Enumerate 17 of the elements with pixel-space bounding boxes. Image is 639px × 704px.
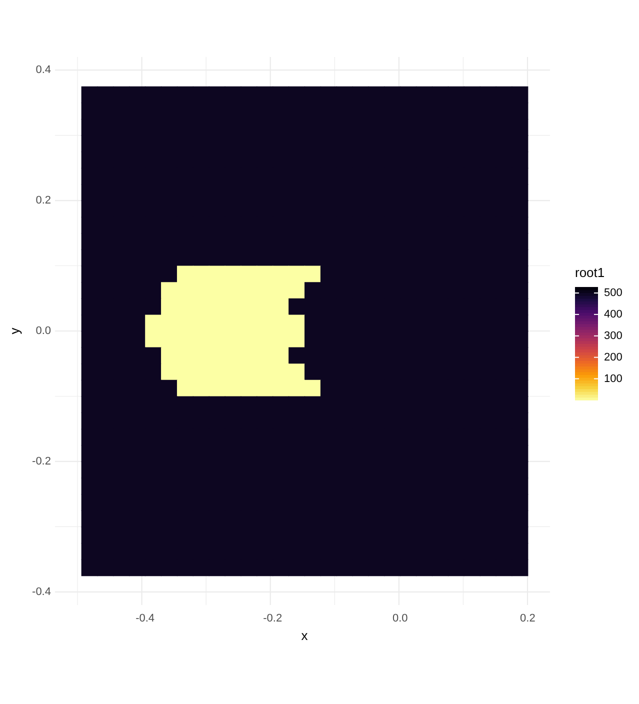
x-axis-title: x [301, 628, 308, 643]
x-tick-label: -0.2 [263, 612, 282, 624]
color-bar-label: 300 [604, 330, 622, 342]
color-bar-label: 200 [604, 351, 622, 364]
y-axis-title: y [7, 327, 22, 334]
y-tick-label: -0.2 [32, 455, 51, 468]
x-tick-label: 0.0 [392, 612, 408, 624]
y-tick-label: 0.4 [36, 64, 51, 76]
color-bar-title: root1 [575, 265, 605, 280]
y-tick-label: -0.4 [32, 586, 51, 598]
color-bar-label: 100 [604, 372, 622, 385]
color-bar-label: 500 [604, 287, 622, 300]
color-bar-label: 400 [604, 308, 622, 320]
x-tick-label: -0.4 [136, 612, 155, 624]
y-tick-label: 0.0 [36, 325, 51, 337]
y-tick-label: 0.2 [36, 194, 51, 207]
x-tick-label: 0.2 [520, 612, 536, 624]
